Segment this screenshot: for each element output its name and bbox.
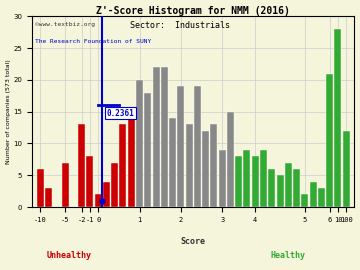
Bar — [177, 86, 184, 207]
Bar — [326, 73, 333, 207]
Bar — [153, 67, 159, 207]
Text: Unhealthy: Unhealthy — [47, 251, 92, 260]
Bar — [95, 194, 102, 207]
Title: Z'-Score Histogram for NMM (2016): Z'-Score Histogram for NMM (2016) — [96, 6, 290, 16]
Bar — [334, 29, 341, 207]
Y-axis label: Number of companies (573 total): Number of companies (573 total) — [5, 59, 10, 164]
Bar — [186, 124, 193, 207]
Text: 0.2361: 0.2361 — [107, 109, 134, 117]
Bar — [310, 182, 317, 207]
Bar — [37, 169, 44, 207]
Text: ©www.textbiz.org: ©www.textbiz.org — [35, 22, 95, 27]
Bar — [343, 131, 350, 207]
Bar — [202, 131, 209, 207]
Bar — [276, 175, 284, 207]
Bar — [318, 188, 325, 207]
Bar — [120, 124, 126, 207]
Bar — [252, 156, 259, 207]
Bar — [301, 194, 309, 207]
Text: Sector:  Industrials: Sector: Industrials — [130, 21, 230, 30]
Bar — [128, 112, 135, 207]
Bar — [62, 163, 69, 207]
Bar — [144, 93, 151, 207]
Bar — [285, 163, 292, 207]
Bar — [78, 124, 85, 207]
Bar — [45, 188, 52, 207]
Bar — [260, 150, 267, 207]
Bar — [227, 112, 234, 207]
Text: The Research Foundation of SUNY: The Research Foundation of SUNY — [35, 39, 152, 44]
Bar — [103, 182, 110, 207]
Text: Healthy: Healthy — [271, 251, 306, 260]
Bar — [169, 118, 176, 207]
Bar — [219, 150, 226, 207]
Bar — [161, 67, 168, 207]
Bar — [86, 156, 94, 207]
Bar — [210, 124, 217, 207]
Bar — [136, 80, 143, 207]
Bar — [293, 169, 300, 207]
Bar — [111, 163, 118, 207]
Bar — [194, 86, 201, 207]
X-axis label: Score: Score — [181, 237, 206, 246]
Bar — [235, 156, 242, 207]
Bar — [243, 150, 251, 207]
Bar — [268, 169, 275, 207]
